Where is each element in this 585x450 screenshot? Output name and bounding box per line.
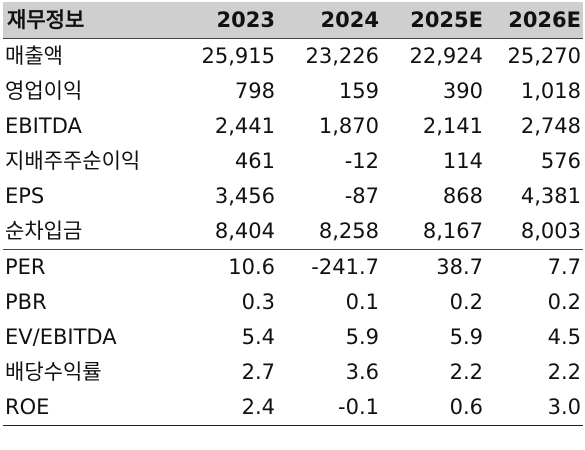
row-label: 순차입금 xyxy=(3,214,171,250)
table-cell: 2.2 xyxy=(547,360,581,384)
table-row: PBR 0.3 0.1 0.2 0.2 xyxy=(3,285,583,320)
table-row: ROE 2.4 -0.1 0.6 3.0 xyxy=(3,390,583,426)
table-cell: 114 xyxy=(442,149,483,173)
table-cell: 0.3 xyxy=(241,290,275,314)
table-cell: 159 xyxy=(338,79,379,103)
table-cell: 4.5 xyxy=(547,325,581,349)
table-row: 매출액 25,915 23,226 22,924 25,270 xyxy=(3,39,583,75)
table-cell: 2.4 xyxy=(171,390,275,426)
table-cell: -87 xyxy=(344,184,379,208)
table-cell: 5.9 xyxy=(345,325,379,349)
table-cell: -0.1 xyxy=(275,390,379,426)
table-row: 배당수익률 2.7 3.6 2.2 2.2 xyxy=(3,355,583,390)
table-row: EV/EBITDA 5.4 5.9 5.9 4.5 xyxy=(3,320,583,355)
row-label: EBITDA xyxy=(5,114,82,138)
table-cell: 22,924 xyxy=(409,44,483,68)
row-label: ROE xyxy=(3,390,171,426)
table-row: 영업이익 798 159 390 1,018 xyxy=(3,74,583,109)
row-label: 배당수익률 xyxy=(5,360,102,384)
table-cell: -241.7 xyxy=(311,255,379,279)
table-cell: 576 xyxy=(540,149,581,173)
row-label: PBR xyxy=(5,290,47,314)
table-cell: 5.4 xyxy=(241,325,275,349)
header-year-2026e: 2026E xyxy=(483,2,583,39)
row-label: 지배주주순이익 xyxy=(5,149,141,173)
table-cell: 8,404 xyxy=(171,214,275,250)
table-cell: 23,226 xyxy=(305,44,379,68)
financial-summary-table: 재무정보 2023 2024 2025E 2026E 매출액 25,915 23… xyxy=(3,2,583,426)
table-cell: 0.1 xyxy=(345,290,379,314)
header-year-2025e: 2025E xyxy=(379,2,483,39)
row-label: 영업이익 xyxy=(5,79,83,103)
table-cell: 2.7 xyxy=(241,360,275,384)
table-cell: 1,870 xyxy=(318,114,379,138)
table-cell: 5.9 xyxy=(449,325,483,349)
table-cell: 0.2 xyxy=(547,290,581,314)
table-cell: 2,141 xyxy=(422,114,483,138)
table-cell: 10.6 xyxy=(228,255,275,279)
table-cell: 8,258 xyxy=(275,214,379,250)
table-cell: 3.6 xyxy=(345,360,379,384)
table-cell: 4,381 xyxy=(520,184,581,208)
table-cell: 8,003 xyxy=(483,214,583,250)
table-cell: 3,456 xyxy=(214,184,275,208)
table-row: EPS 3,456 -87 868 4,381 xyxy=(3,179,583,214)
row-label: 매출액 xyxy=(5,44,63,68)
table-cell: 8,167 xyxy=(379,214,483,250)
table-cell: 25,270 xyxy=(507,44,581,68)
header-year-2023: 2023 xyxy=(171,2,275,39)
table-cell: 0.2 xyxy=(449,290,483,314)
table-row: EBITDA 2,441 1,870 2,141 2,748 xyxy=(3,109,583,144)
row-label: EV/EBITDA xyxy=(5,325,117,349)
table-cell: 461 xyxy=(234,149,275,173)
table-cell: 1,018 xyxy=(520,79,581,103)
header-year-2024: 2024 xyxy=(275,2,379,39)
table-row: PER 10.6 -241.7 38.7 7.7 xyxy=(3,250,583,286)
table-cell: 38.7 xyxy=(436,255,483,279)
table-cell: 868 xyxy=(442,184,483,208)
table-cell: 798 xyxy=(234,79,275,103)
table-row: 지배주주순이익 461 -12 114 576 xyxy=(3,144,583,179)
table-cell: 2,441 xyxy=(214,114,275,138)
table-cell: 2.2 xyxy=(449,360,483,384)
row-label: EPS xyxy=(5,184,45,208)
table-header-row: 재무정보 2023 2024 2025E 2026E xyxy=(3,2,583,39)
header-label: 재무정보 xyxy=(3,2,171,39)
table-cell: 0.6 xyxy=(379,390,483,426)
table-cell: 2,748 xyxy=(520,114,581,138)
row-label: PER xyxy=(5,255,46,279)
table-cell: 7.7 xyxy=(547,255,581,279)
table-cell: 390 xyxy=(442,79,483,103)
table-row: 순차입금 8,404 8,258 8,167 8,003 xyxy=(3,214,583,250)
table-cell: 3.0 xyxy=(483,390,583,426)
table-cell: 25,915 xyxy=(201,44,275,68)
table-cell: -12 xyxy=(344,149,379,173)
